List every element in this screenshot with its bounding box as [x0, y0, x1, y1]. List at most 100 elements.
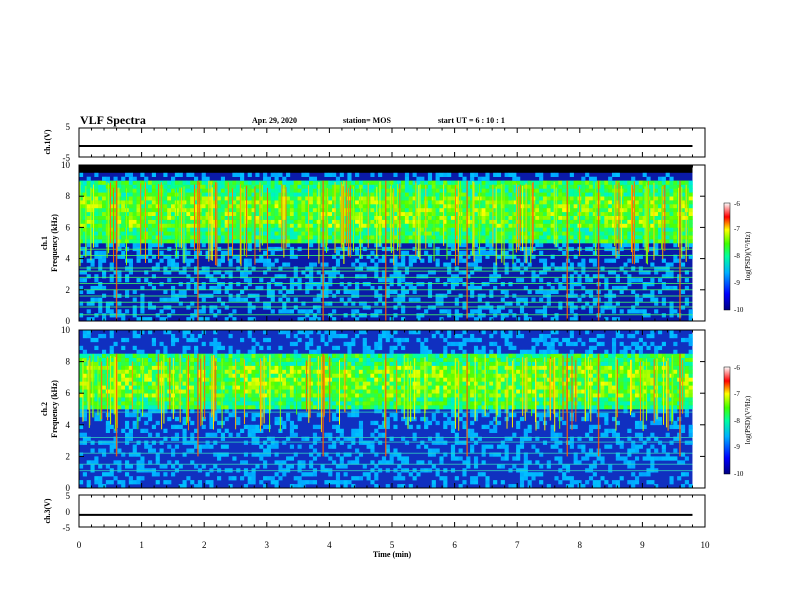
- spectrogram-cell: [439, 188, 444, 193]
- spectrogram-cell: [443, 180, 448, 185]
- spectrogram-cell: [650, 219, 655, 224]
- spectrogram-cell: [247, 188, 252, 193]
- spectrogram-cell: [171, 219, 176, 224]
- spectrogram-cell: [236, 254, 241, 259]
- spectrogram-cell: [654, 243, 659, 248]
- spectrogram-cell: [301, 172, 306, 177]
- spectrogram-cell: [297, 278, 302, 283]
- spectrogram-cell: [600, 266, 605, 271]
- spectrogram-cell: [539, 250, 544, 255]
- spectrogram-cell: [504, 301, 509, 306]
- spectrogram-cell: [669, 180, 674, 185]
- spectrogram-cell: [665, 239, 670, 244]
- spectrogram-cell: [282, 301, 287, 306]
- spectrogram-cell: [493, 239, 498, 244]
- spectrogram-cell: [251, 424, 256, 430]
- spectrogram-cell: [496, 204, 502, 209]
- spectrogram-cell: [90, 211, 95, 216]
- spectrogram-cell: [247, 219, 252, 224]
- spectrogram-cell: [289, 239, 295, 244]
- spectrogram-cell: [148, 330, 153, 335]
- spectrogram-cell: [140, 476, 145, 481]
- spectrogram-cell: [136, 254, 141, 259]
- spectrogram-cell: [217, 373, 222, 378]
- spectrogram-cell: [462, 258, 467, 263]
- spectrogram-cell: [604, 317, 609, 322]
- spectrogram-cell: [523, 313, 528, 318]
- spectrogram-cell: [240, 211, 245, 216]
- spectrogram-cell: [213, 313, 218, 318]
- spectrogram-cell: [259, 200, 264, 205]
- spectrogram-cell: [481, 192, 486, 197]
- spectrogram-cell: [569, 211, 574, 216]
- spectrogram-cell: [255, 369, 260, 374]
- spectrogram-cell: [194, 401, 199, 406]
- spectrogram-cell: [82, 397, 87, 402]
- spectrogram-cell: [228, 192, 233, 197]
- spectrogram-cell: [102, 184, 107, 189]
- spectrogram-cell: [174, 401, 179, 406]
- spectrogram-cell: [370, 313, 375, 318]
- spectrogram-cell: [450, 180, 456, 185]
- spectrogram-cell: [163, 266, 168, 271]
- spectrogram-cell: [508, 254, 513, 259]
- spectrogram-cell: [121, 231, 126, 236]
- spectrogram-cell: [508, 227, 513, 232]
- spectrogram-cell: [213, 412, 218, 418]
- spectrogram-cell: [240, 377, 245, 382]
- spectrogram-cell: [562, 231, 567, 236]
- spectrogram-cell: [105, 204, 110, 209]
- spectrogram-cell: [259, 397, 264, 402]
- spectrogram-cell: [447, 192, 452, 197]
- spectrogram-cell: [151, 393, 156, 398]
- spectrogram-cell: [86, 250, 91, 255]
- spectrogram-cell: [550, 227, 555, 232]
- spectrogram-cell: [466, 188, 471, 193]
- spectrogram-cell: [638, 188, 643, 193]
- spectrogram-cell: [140, 180, 145, 185]
- spectrogram-cell: [335, 184, 341, 189]
- spectrogram-cell: [167, 223, 172, 228]
- spectrogram-cell: [312, 211, 318, 216]
- spectrogram-cell: [163, 211, 168, 216]
- spectrogram-cell: [305, 207, 310, 213]
- spectrogram-cell: [251, 219, 256, 224]
- spectrogram-cell: [178, 184, 183, 189]
- spectrogram-cell: [519, 270, 525, 275]
- spectrogram-cell: [424, 250, 429, 255]
- spectrogram-cell: [224, 204, 229, 209]
- spectrogram-cell: [309, 317, 314, 322]
- spectrogram-cell: [585, 196, 590, 201]
- spectrogram-cell: [489, 200, 494, 205]
- spectrogram-cell: [462, 180, 467, 185]
- spectrogram-cell: [86, 258, 91, 263]
- spectrogram-cell: [611, 204, 617, 209]
- spectrogram-cell: [251, 401, 256, 406]
- spectrogram-cell: [370, 211, 375, 216]
- spectrogram-cell: [401, 223, 406, 228]
- spectrogram-cell: [332, 200, 337, 205]
- spectrogram-cell: [163, 357, 168, 362]
- spectrogram-cell: [546, 204, 551, 209]
- spectrogram-cell: [102, 231, 107, 236]
- spectrogram-cell: [128, 353, 133, 358]
- spectrogram-cell: [255, 389, 260, 394]
- spectrogram-cell: [634, 227, 640, 232]
- spectrogram-cell: [243, 285, 249, 291]
- spectrogram-cell: [90, 440, 95, 445]
- spectrogram-cell: [105, 464, 110, 469]
- spectrogram-cell: [79, 301, 84, 306]
- spectrogram-cell: [251, 317, 256, 322]
- spectrogram-cell: [90, 353, 95, 358]
- spectrogram-cell: [125, 258, 130, 263]
- spectrogram-cell: [657, 200, 663, 205]
- spectrogram-cell: [355, 192, 360, 197]
- spectrogram-cell: [255, 440, 260, 445]
- spectrogram-cell: [220, 401, 226, 406]
- spectrogram-cell: [251, 204, 256, 209]
- spectrogram-cell: [470, 250, 475, 255]
- spectrogram-cell: [500, 239, 505, 244]
- spectrogram-cell: [94, 254, 99, 259]
- spectrogram-cell: [220, 436, 226, 441]
- spectrogram-cell: [86, 373, 91, 378]
